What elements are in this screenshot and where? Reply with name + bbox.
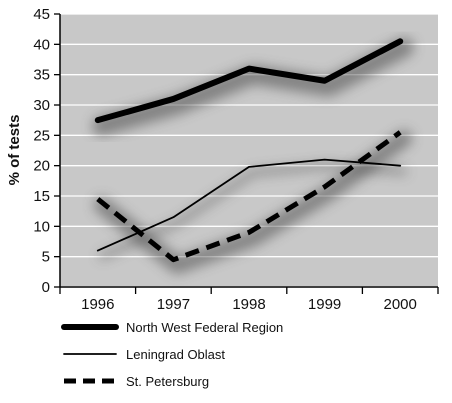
series-lines — [94, 38, 404, 263]
x-axis-ticks: 1996 1997 1998 1999 2000 — [59, 287, 439, 313]
y-tick-label: 30 — [33, 97, 50, 114]
legend-label: St. Petersburg — [126, 374, 209, 389]
y-axis-ticks: 0 5 10 15 20 25 30 35 40 45 — [33, 6, 60, 296]
series-line-3 — [96, 130, 402, 263]
y-tick-label: 5 — [42, 249, 50, 266]
legend-label: North West Federal Region — [126, 320, 283, 335]
y-tick-label: 25 — [33, 127, 50, 144]
gridlines — [60, 13, 438, 258]
y-axis-title: % of tests — [6, 115, 23, 186]
y-tick-label: 45 — [33, 6, 50, 23]
y-tick-label: 40 — [33, 36, 50, 53]
x-tick-label: 1999 — [308, 296, 341, 313]
x-tick-label: 1998 — [232, 296, 265, 313]
x-tick-label: 1997 — [157, 296, 190, 313]
y-tick-label: 10 — [33, 218, 50, 235]
x-tick-label: 1996 — [81, 296, 114, 313]
series-shadow — [92, 37, 414, 136]
y-tick-label: 15 — [33, 188, 50, 205]
legend-label: Leningrad Oblast — [126, 347, 225, 362]
series-line-1 — [94, 38, 404, 124]
y-tick-label: 0 — [42, 279, 50, 296]
series-line-2 — [96, 158, 402, 252]
y-tick-label: 35 — [33, 67, 50, 84]
y-tick-label: 20 — [33, 158, 50, 175]
legend: North West Federal Region Leningrad Oblas… — [61, 320, 283, 389]
x-tick-label: 2000 — [384, 296, 417, 313]
